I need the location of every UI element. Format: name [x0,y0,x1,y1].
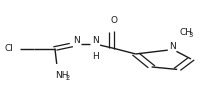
Text: O: O [111,16,118,25]
Text: N: N [73,36,80,45]
Text: NH: NH [56,71,69,80]
Text: 3: 3 [189,32,193,38]
Text: N: N [92,36,99,45]
Text: Cl: Cl [5,44,14,53]
Text: 2: 2 [65,75,69,81]
Text: H: H [92,53,99,62]
Text: CH: CH [179,28,192,37]
Text: N: N [169,42,176,50]
